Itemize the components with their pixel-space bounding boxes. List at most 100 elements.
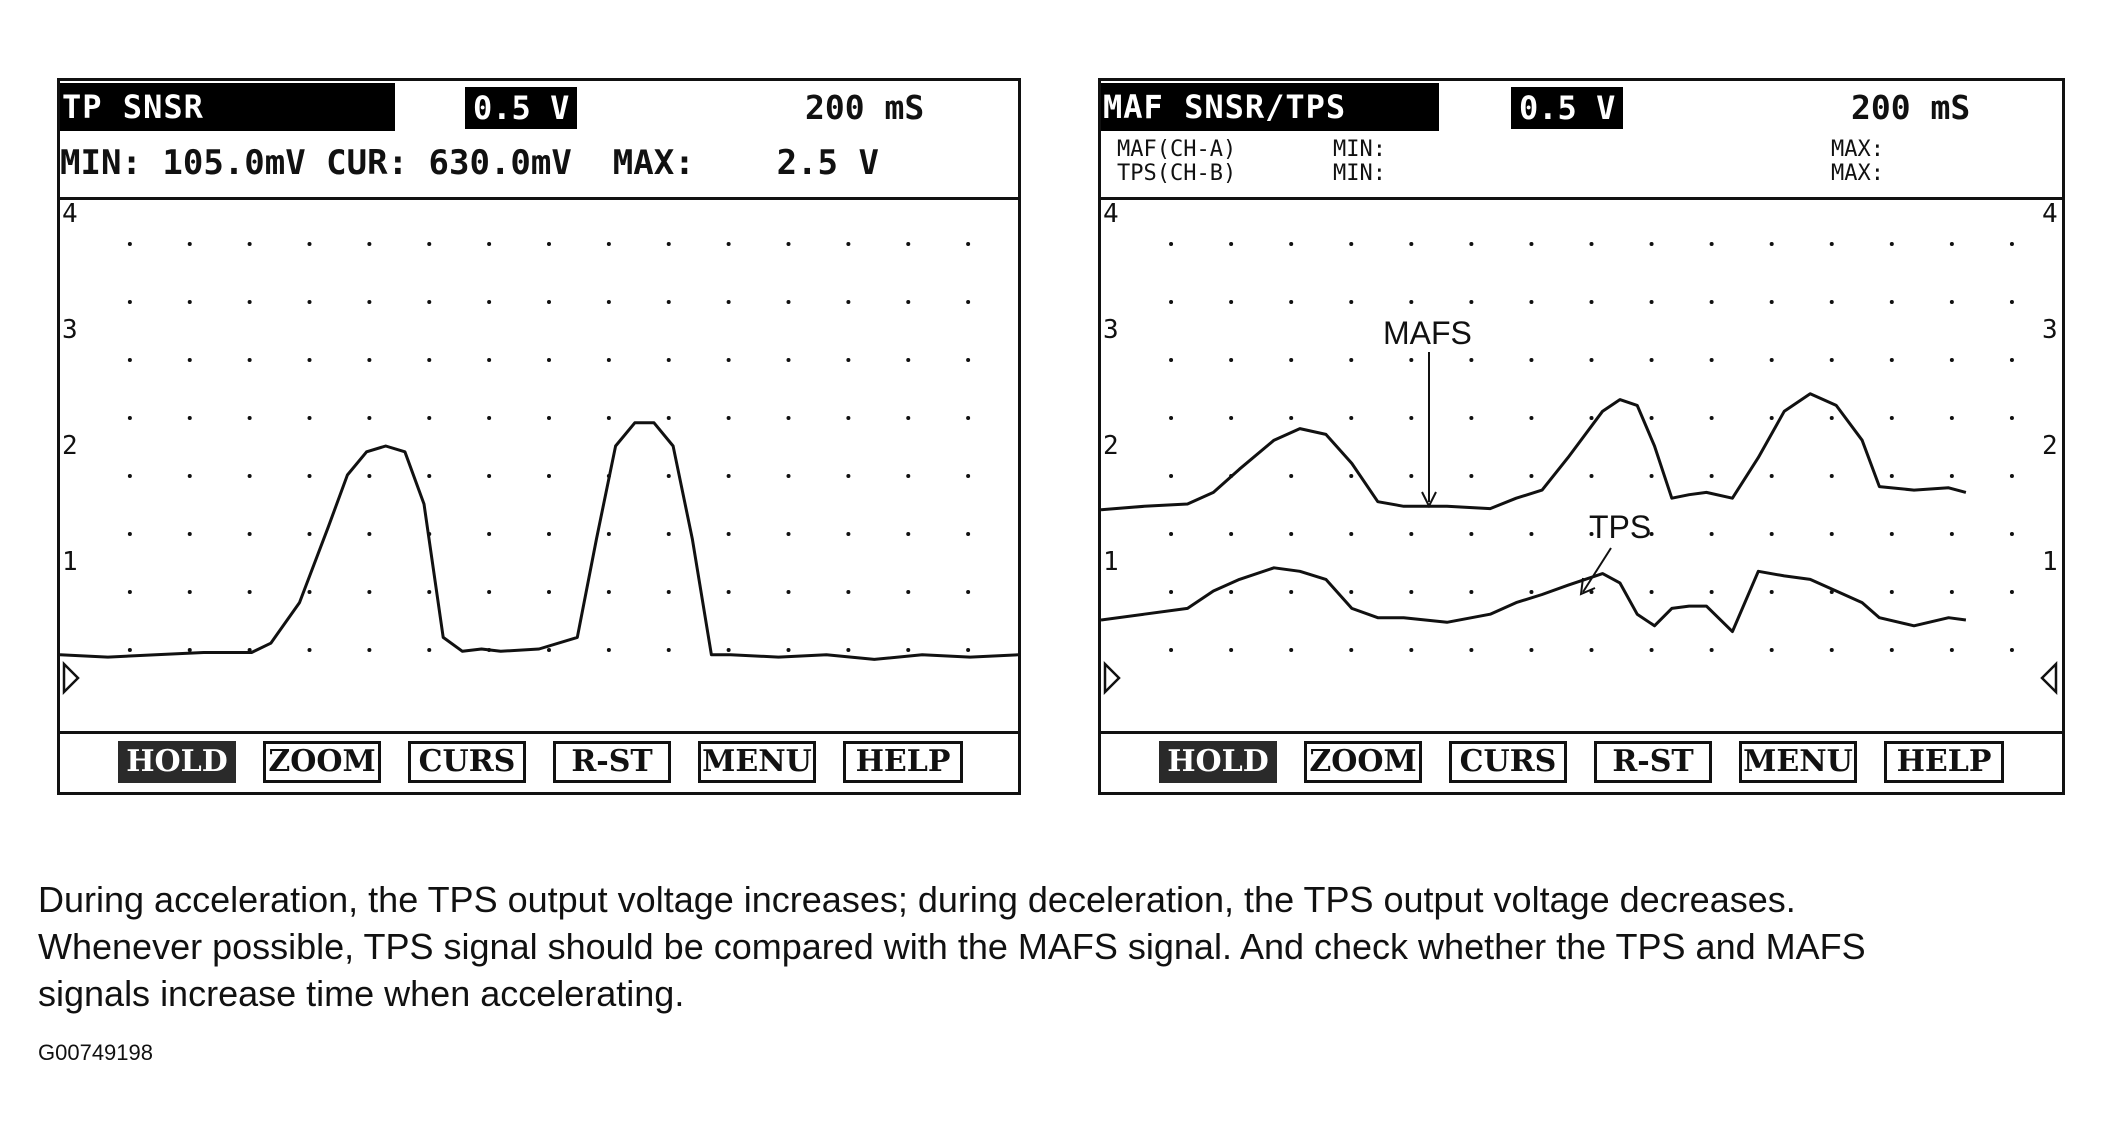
grid-dot — [1229, 590, 1234, 594]
button-bar: HOLD ZOOM CURS R-ST MENU HELP — [60, 731, 1018, 792]
menu-button[interactable]: MENU — [1739, 741, 1857, 783]
grid-dot — [1829, 416, 1834, 420]
grid-dot — [786, 474, 791, 478]
r-st-button[interactable]: R-ST — [553, 741, 671, 783]
grid-dot — [1649, 590, 1654, 594]
grid-dot — [1649, 532, 1654, 536]
grid-dot — [1169, 242, 1174, 246]
grid-dot — [367, 416, 372, 420]
hold-button[interactable]: HOLD — [1159, 741, 1277, 783]
grid-dot — [1289, 474, 1294, 478]
grid-dot — [966, 242, 971, 246]
grid-dot — [487, 532, 492, 536]
grid-dot — [1169, 532, 1174, 536]
grid-dot — [726, 300, 731, 304]
curs-button[interactable]: CURS — [1449, 741, 1567, 783]
grid-dot — [2009, 242, 2014, 246]
y-tick-label: 3 — [62, 315, 78, 345]
help-button[interactable]: HELP — [843, 741, 963, 783]
grid-dot — [1889, 358, 1894, 362]
grid-dot — [966, 648, 971, 652]
grid-dot — [1829, 474, 1834, 478]
ground-marker-icon — [1103, 660, 1121, 696]
menu-button[interactable]: MENU — [698, 741, 816, 783]
y-tick-label-right: 3 — [2042, 315, 2058, 345]
curs-button[interactable]: CURS — [408, 741, 526, 783]
volts-per-div[interactable]: 0.5 V — [1511, 87, 1624, 129]
grid-dot — [547, 474, 551, 478]
caption-line-1: During acceleration, the TPS output volt… — [38, 879, 1796, 920]
grid-dot — [1169, 590, 1174, 594]
grid-dot — [966, 590, 971, 594]
grid-dot — [1529, 648, 1534, 652]
grid-dot — [187, 242, 192, 246]
grid-dot — [1709, 300, 1714, 304]
scope-tp-snsr: TP SNSR 0.5 V 200 mS MIN: 105.0mV CUR: 6… — [57, 78, 1021, 795]
grid-dot — [127, 300, 132, 304]
grid-dot — [127, 358, 132, 362]
grid-dot — [1889, 474, 1894, 478]
zoom-button[interactable]: ZOOM — [1304, 741, 1422, 783]
hold-button[interactable]: HOLD — [118, 741, 236, 783]
grid-dot — [1289, 532, 1294, 536]
grid-dot — [1289, 358, 1294, 362]
grid-dot — [367, 474, 372, 478]
grid-dot — [1649, 416, 1654, 420]
annotation-tps-leader — [1582, 547, 1612, 593]
grid-dot — [487, 358, 492, 362]
grid-dot — [846, 242, 851, 246]
zoom-button[interactable]: ZOOM — [263, 741, 381, 783]
grid-dot — [1409, 358, 1414, 362]
grid-dot — [966, 474, 971, 478]
channel-b-max-label: MAX: — [1831, 161, 1884, 186]
help-button[interactable]: HELP — [1884, 741, 2004, 783]
grid-dot — [1409, 416, 1414, 420]
grid-dot — [1409, 532, 1414, 536]
grid-dot — [1709, 532, 1714, 536]
figure-code: G00749198 — [38, 1040, 153, 1065]
grid-dot — [1529, 358, 1534, 362]
grid-dot — [547, 242, 551, 246]
grid-dot — [1889, 590, 1894, 594]
grid-dot — [846, 532, 851, 536]
grid-dot — [547, 416, 551, 420]
grid-dot — [127, 648, 132, 652]
y-tick-label: 3 — [1103, 315, 1119, 345]
grid-dot — [1469, 358, 1474, 362]
grid-dot — [427, 648, 432, 652]
grid-dot — [127, 242, 132, 246]
grid-dot — [367, 648, 372, 652]
y-tick-label-right: 4 — [2042, 200, 2058, 229]
channel-b-label: TPS(CH-B) — [1117, 161, 1237, 186]
grid-dot — [1649, 474, 1654, 478]
grid-dot — [726, 416, 731, 420]
grid-dot — [1169, 648, 1174, 652]
r-st-button[interactable]: R-ST — [1594, 741, 1712, 783]
time-per-div[interactable]: 200 mS — [805, 88, 925, 127]
grid-dot — [1349, 358, 1354, 362]
grid-dot — [1469, 416, 1474, 420]
grid-dot — [1409, 590, 1414, 594]
grid-dot — [427, 416, 432, 420]
grid-dot — [1349, 242, 1354, 246]
grid-dot — [1889, 416, 1894, 420]
grid-dot — [1649, 648, 1654, 652]
channel-b-min-label: MIN: — [1333, 161, 1386, 186]
grid-dot — [666, 300, 671, 304]
grid-dot — [1589, 416, 1594, 420]
grid-dot — [367, 590, 372, 594]
caption-line-3: signals increase time when accelerating. — [38, 973, 685, 1014]
time-per-div[interactable]: 200 mS — [1851, 88, 1971, 127]
grid-dot — [1169, 416, 1174, 420]
volts-per-div[interactable]: 0.5 V — [465, 87, 578, 129]
grid-dots — [1169, 242, 2014, 652]
grid-dot — [966, 532, 971, 536]
grid-dot — [1529, 242, 1534, 246]
grid-dot — [2009, 358, 2014, 362]
grid-dot — [1529, 532, 1534, 536]
grid-dot — [187, 590, 192, 594]
grid-dot — [906, 300, 911, 304]
grid-dot — [1889, 648, 1894, 652]
grid-dot — [666, 416, 671, 420]
grid-dot — [1709, 648, 1714, 652]
